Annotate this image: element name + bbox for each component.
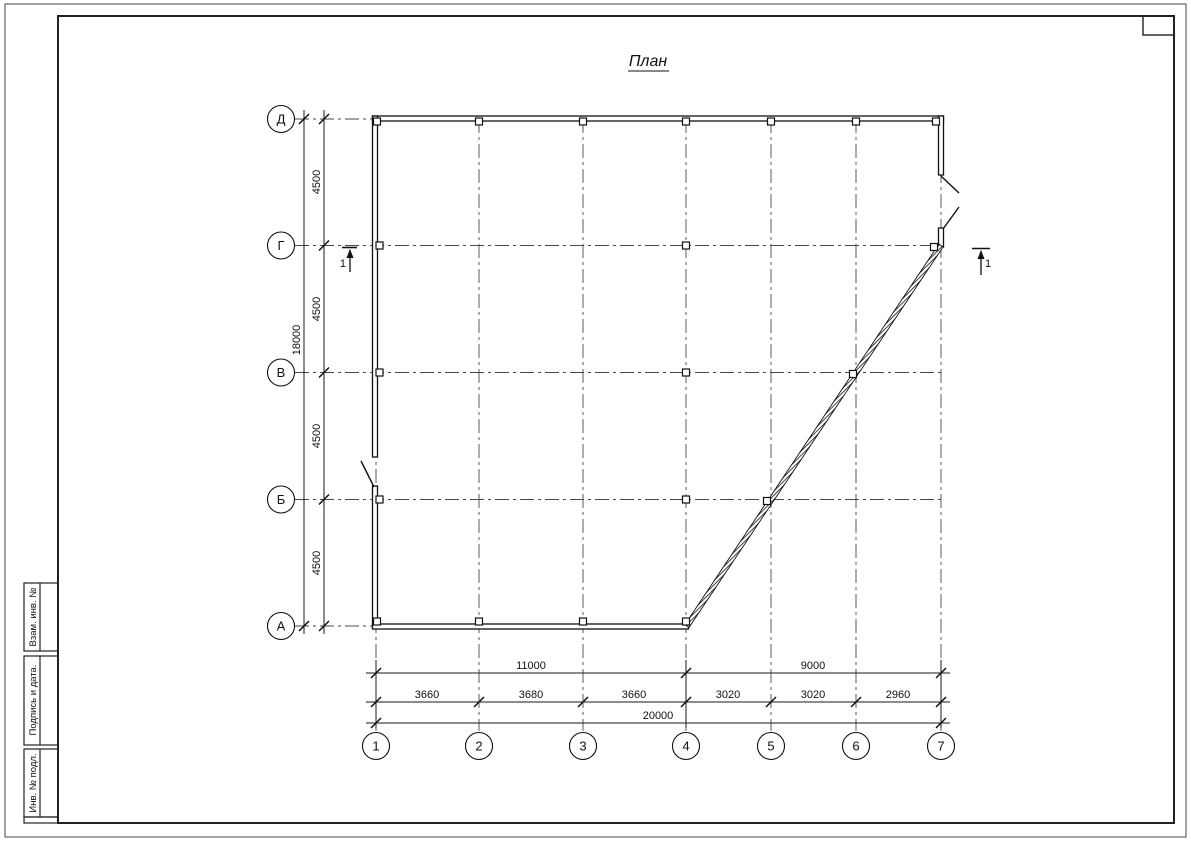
axis-row-d: Д — [277, 112, 286, 127]
section-arrow-right — [977, 250, 985, 259]
dim-row-3: 4500 — [311, 424, 323, 448]
dim-group-left: 11000 — [516, 660, 546, 672]
section-mark-left: 1 — [340, 246, 357, 272]
axis-col-6: 6 — [852, 739, 859, 754]
door-leaf-left — [360, 460, 375, 488]
bottom-dimension-ticks — [370, 667, 947, 729]
axis-row-a: А — [277, 619, 286, 634]
sheet-frame — [4, 3, 1187, 838]
dim-group-right: 9000 — [801, 660, 825, 672]
walls — [371, 115, 945, 630]
wall-bottom — [371, 623, 690, 630]
door-leaf-right-upper — [940, 175, 960, 194]
axis-row-b: Б — [277, 492, 286, 507]
corner-stamp-box — [1142, 15, 1175, 36]
dim-row-4: 4500 — [311, 551, 323, 575]
dim-col-5: 3020 — [801, 689, 825, 701]
dim-col-3: 3660 — [622, 689, 646, 701]
dim-col-2: 3680 — [519, 689, 543, 701]
axis-col-7: 7 — [937, 739, 944, 754]
row-axis-bubbles — [266, 104, 296, 641]
section-mark-right: 1 — [972, 247, 991, 275]
section-label-right: 1 — [985, 258, 991, 270]
axis-col-2: 2 — [475, 739, 482, 754]
wall-right-upper — [937, 115, 945, 176]
dim-col-6: 2960 — [886, 689, 910, 701]
section-arrow-left — [346, 249, 354, 258]
section-label-left: 1 — [340, 258, 346, 270]
side-stamp — [23, 582, 59, 824]
drawing-title: План — [629, 53, 668, 70]
stamp-label-inv: Инв. № подл. — [28, 753, 39, 812]
dim-col-1: 3660 — [415, 689, 439, 701]
left-dimension-ticks — [298, 113, 330, 632]
axis-col-3: 3 — [579, 739, 586, 754]
col-axis-bubbles — [361, 731, 956, 761]
wall-left-upper — [371, 115, 379, 458]
stamp-label-vzam: Взам. инв. № — [28, 588, 39, 647]
columns — [372, 117, 941, 626]
dim-col-4: 3020 — [716, 689, 740, 701]
dim-row-2: 4500 — [311, 297, 323, 321]
bottom-dimension-lines — [366, 660, 950, 728]
axis-col-5: 5 — [767, 739, 774, 754]
wall-diagonal — [684, 243, 944, 629]
axis-row-g: Г — [277, 238, 284, 253]
dim-row-1: 4500 — [311, 170, 323, 194]
dim-col-total: 20000 — [643, 710, 674, 722]
axis-row-v: В — [277, 365, 286, 380]
axis-col-4: 4 — [682, 739, 689, 754]
door-leaves — [360, 175, 960, 488]
dim-row-total: 18000 — [291, 325, 303, 356]
door-leaf-right-lower — [942, 206, 960, 230]
wall-left-lower — [371, 485, 379, 629]
grid-lines — [295, 118, 942, 731]
axis-col-1: 1 — [372, 739, 379, 754]
stamp-label-podpis: Подпись и дата. — [28, 665, 39, 736]
